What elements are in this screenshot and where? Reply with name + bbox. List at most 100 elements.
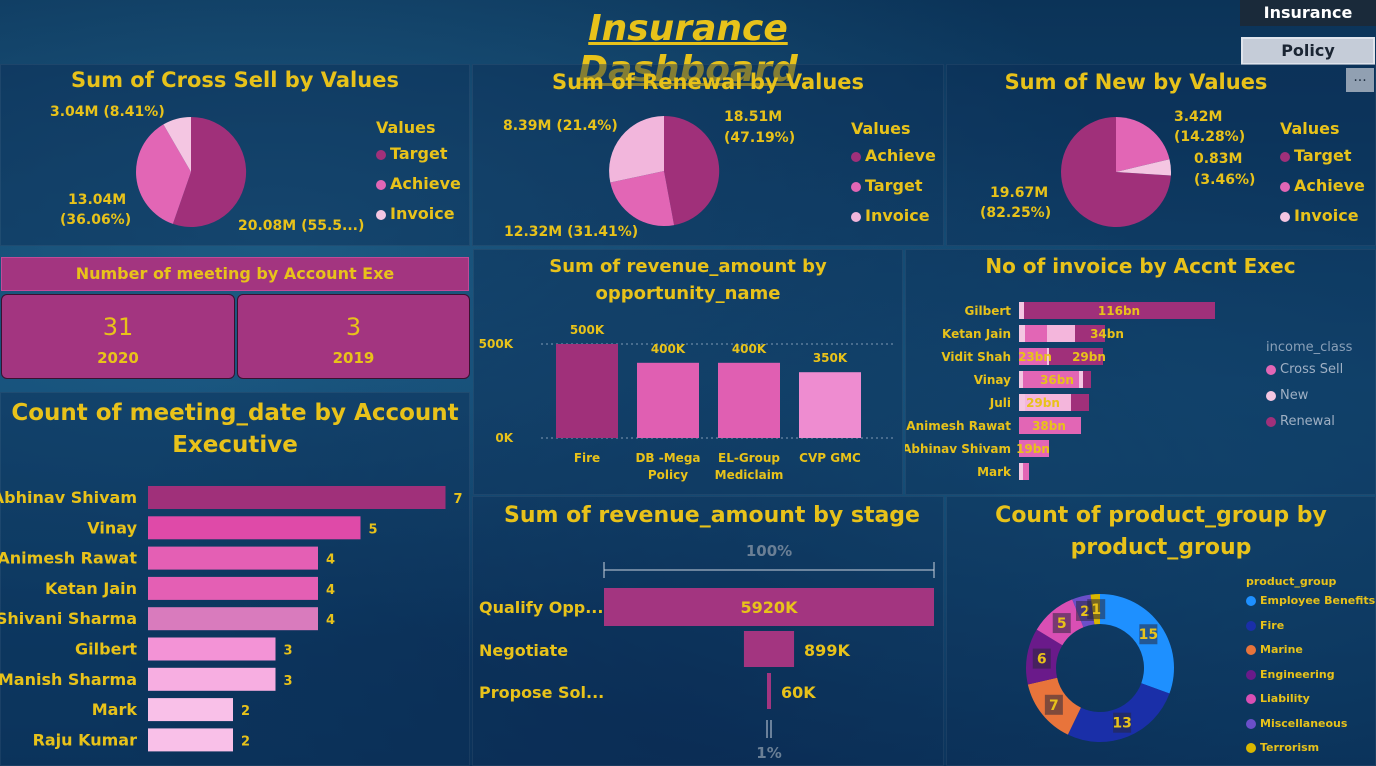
data-label: 60K	[781, 683, 816, 702]
legend-dot	[1246, 694, 1256, 704]
opportunity-title-1: Sum of revenue_amount by	[549, 256, 827, 277]
donut-label-bg	[1052, 613, 1071, 634]
meeting-card-value: 31	[102, 313, 134, 341]
row-label: Animesh Rawat	[0, 549, 137, 568]
new-title: Sum of New by Values	[1004, 70, 1268, 94]
new-achieve-slice	[1116, 117, 1170, 172]
legend-dot	[1246, 645, 1256, 655]
renewal-label-invoice: 8.39M (21.4%)	[503, 118, 618, 134]
row-label: Raju Kumar	[33, 730, 138, 749]
opportunity-bar-chart: 500K 0K 500K Fire 400K DB -Mega Policy 400K EL-G…	[479, 323, 893, 482]
bar-segment	[1025, 325, 1047, 342]
row-label: Mark	[977, 465, 1012, 479]
cross-sell-label-achieve-b: (36.06%)	[60, 212, 132, 228]
y-tick-label: 0K	[495, 431, 513, 445]
legend-dot	[1280, 211, 1290, 222]
meeting-date-title-1: Count of meeting_date by Account	[11, 400, 459, 426]
invoice-exec-title: No of invoice by Accnt Exec	[985, 254, 1296, 278]
donut-label: 15	[1139, 627, 1158, 643]
meeting-card-2020[interactable]: 31 2020	[1, 294, 235, 379]
funnel-bar	[743, 631, 795, 667]
x-tick-label: Fire	[574, 451, 600, 465]
new-pie	[1061, 117, 1172, 227]
donut-label: 7	[1049, 698, 1059, 714]
cross-sell-legend-title: Values	[376, 118, 436, 137]
data-label: 19bn	[1016, 442, 1050, 456]
legend-dot	[376, 179, 386, 190]
legend-item: Terrorism	[1246, 741, 1375, 766]
legend-dot	[851, 181, 861, 192]
funnel-bar	[767, 673, 771, 709]
cross-sell-invoice-slice	[163, 116, 191, 172]
meeting-date-bar-chart: Abhinav Shivam 7 Vinay 5 Animesh Rawat 4 Ketan…	[0, 486, 463, 752]
policy-nav-button[interactable]: Policy	[1241, 37, 1375, 65]
bar-segment	[1019, 325, 1025, 342]
data-label: 3	[284, 644, 293, 659]
x-tick-label: Policy	[648, 468, 688, 482]
legend-label: Miscellaneous	[1260, 716, 1348, 730]
bar	[148, 516, 361, 540]
invoice-legend-new: New	[1266, 388, 1308, 403]
legend-label: Renewal	[1280, 414, 1335, 429]
bar	[148, 486, 446, 509]
data-label: 3	[284, 674, 293, 689]
insurance-nav-button[interactable]: Insurance	[1240, 0, 1376, 26]
bar	[799, 372, 861, 438]
bar-segment	[1019, 348, 1047, 365]
more-options-button[interactable]: ...	[1346, 68, 1374, 92]
bar	[556, 344, 618, 438]
row-label: Vinay	[974, 373, 1011, 387]
legend-item: Employee Benefits	[1246, 594, 1375, 619]
data-label: 400K	[651, 342, 686, 356]
legend-dot	[1246, 743, 1256, 753]
donut-label: 2	[1080, 604, 1090, 620]
legend-dot	[1246, 669, 1256, 680]
data-label: 34bn	[1090, 327, 1124, 341]
row-label: Shivani Sharma	[0, 609, 137, 628]
legend-label: Invoice	[1294, 206, 1359, 225]
legend-item: Fire	[1246, 619, 1375, 644]
renewal-legend-title: Values	[851, 119, 911, 138]
product-group-title-2: product_group	[1070, 535, 1252, 560]
funnel-top-pct: 100%	[746, 542, 792, 560]
legend-label: Marine	[1260, 643, 1303, 656]
data-label: 400K	[732, 342, 767, 356]
data-label: 4	[326, 553, 335, 568]
row-label: Ketan Jain	[942, 327, 1011, 341]
donut-label: 1	[1091, 602, 1101, 618]
product-group-legend: Employee Benefits Fire Marine Engineering Li…	[1246, 594, 1375, 766]
legend-dot	[1246, 596, 1256, 606]
invoice-legend-title: income_class	[1266, 340, 1353, 355]
funnel-bar	[604, 588, 934, 626]
legend-label: Fire	[1260, 618, 1285, 632]
cross-sell-target-slice	[172, 116, 247, 227]
row-label: Gilbert	[75, 640, 137, 659]
cross-sell-label-target: 20.08M (55.5...)	[238, 218, 365, 234]
donut-label-bg	[1139, 624, 1158, 645]
bar-segment	[1023, 371, 1079, 388]
donut-label: 13	[1112, 716, 1131, 732]
cross-sell-legend-achieve: Achieve	[376, 174, 461, 193]
new-label-target-a: 19.67M	[990, 185, 1049, 201]
invoice-exec-panel	[905, 249, 1376, 495]
row-label: Manish Sharma	[0, 670, 137, 689]
stage-label: Qualify Opp...	[479, 598, 603, 617]
row-label: Vidit Shah	[941, 350, 1011, 364]
legend-label: Achieve	[1294, 176, 1365, 195]
legend-label: Employee Benefits	[1260, 594, 1376, 607]
meeting-card-2019[interactable]: 3 2019	[237, 294, 470, 379]
new-legend-title: Values	[1280, 119, 1340, 138]
bar	[637, 362, 699, 438]
data-label: 23bn	[1018, 350, 1052, 364]
bar	[148, 637, 276, 661]
bar-segment	[1083, 371, 1091, 388]
bar	[148, 607, 318, 631]
meeting-date-title-2: Executive	[172, 432, 298, 458]
invoice-legend-cross-sell: Cross Sell	[1266, 362, 1343, 377]
bar-segment	[1019, 417, 1081, 434]
bar-segment	[1019, 302, 1024, 319]
legend-item: Marine	[1246, 643, 1375, 668]
bar-segment	[1019, 371, 1023, 388]
bar	[148, 698, 233, 722]
bar	[148, 576, 318, 600]
